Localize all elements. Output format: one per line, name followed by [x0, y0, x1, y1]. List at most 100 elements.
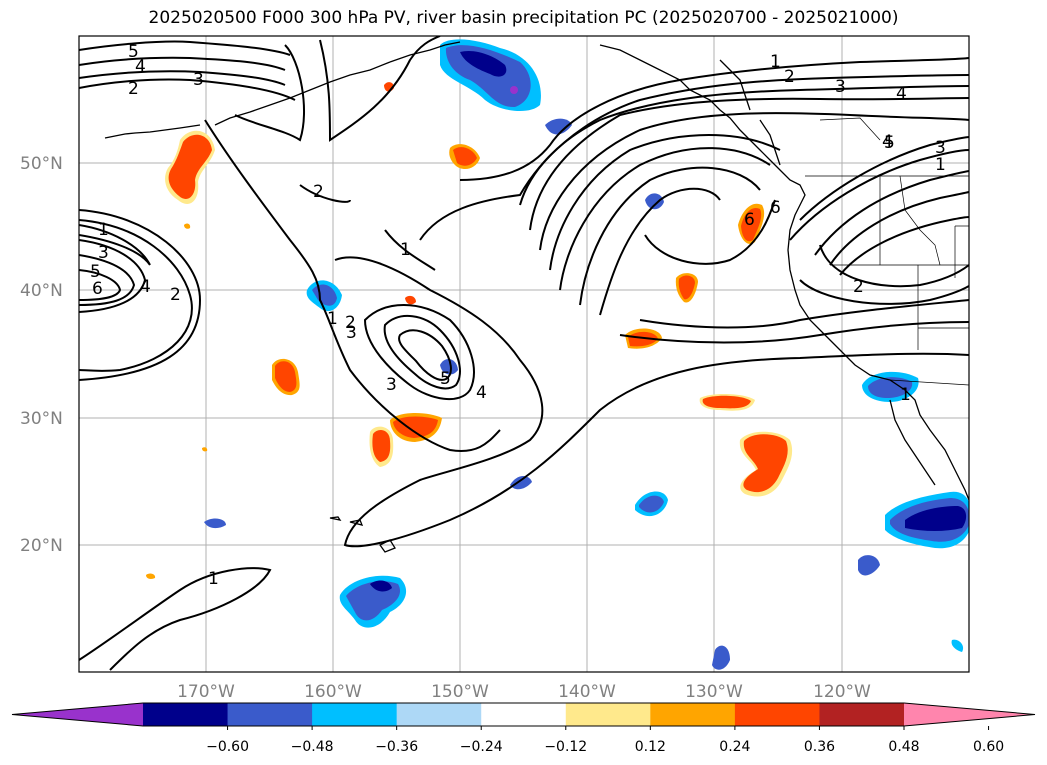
precip-blob [741, 207, 762, 242]
precip-blob [645, 193, 664, 210]
contour-label: 2 [170, 285, 181, 305]
coastline [349, 519, 364, 526]
lon-label: 130°W [685, 682, 743, 702]
precip-blob [702, 395, 751, 409]
lon-label: 170°W [177, 682, 235, 702]
contour-label: 3 [346, 323, 357, 343]
pv-contour [79, 224, 151, 266]
pv-contour [79, 56, 286, 71]
contour-label: 3 [386, 375, 397, 395]
pv-contour [579, 166, 761, 306]
precip-blob [393, 416, 438, 438]
pv-contour [559, 147, 771, 291]
precip-blob [440, 358, 458, 375]
colorbar-tick-label: −0.48 [291, 739, 334, 755]
lon-labels: 170°W 160°W 150°W 140°W 130°W 120°W [177, 682, 871, 702]
pv-contour [363, 304, 475, 401]
colorbar-tick-label: −0.24 [460, 739, 503, 755]
contour-label: 5 [90, 262, 101, 282]
coastline [379, 539, 396, 553]
pv-contour [529, 97, 969, 231]
lon-label: 160°W [304, 682, 362, 702]
contour-label: 1 [770, 52, 781, 72]
coastlines [104, 41, 969, 553]
colorbar-tick-label: 0.12 [635, 739, 666, 755]
contour-label: 1 [98, 220, 109, 240]
lat-labels: 50°N 40°N 30°N 20°N [20, 154, 63, 556]
contour-label: 5 [128, 42, 139, 62]
colorbar-segment [312, 703, 398, 726]
pv-contour [204, 119, 501, 452]
colorbar-segment [396, 703, 482, 726]
precip-shading [146, 39, 969, 670]
lat-label: 50°N [20, 154, 63, 174]
map-frame [78, 35, 970, 673]
pv-contour [79, 70, 286, 86]
pv-contour [799, 279, 969, 305]
precip-blob [275, 361, 297, 392]
contour-label: 6 [770, 198, 781, 218]
precip-blob [168, 134, 212, 199]
contour-label: 2 [345, 313, 356, 333]
pv-contour [299, 184, 351, 203]
colorbar: −0.60 −0.48 −0.36 −0.24 −0.12 0.12 0.24 0.36 0.4… [11, 702, 1036, 755]
precip-blob [743, 434, 788, 493]
lat-label: 30°N [20, 409, 63, 429]
contour-label: 5 [884, 133, 895, 153]
coastline [759, 119, 781, 166]
contour-label: 5 [440, 369, 451, 389]
colorbar-segment [565, 703, 651, 726]
contour-label: 4 [476, 383, 487, 403]
colorbar-segment [650, 703, 736, 726]
colorbar-tick-label: 0.48 [888, 739, 919, 755]
lat-label: 40°N [20, 281, 63, 301]
colorbar-segment [819, 703, 905, 726]
coastline [389, 41, 461, 63]
pv-contour [789, 149, 969, 241]
contour-label: 1 [327, 309, 338, 329]
contour-label: 2 [784, 67, 795, 87]
pv-contour [398, 329, 452, 381]
pv-contour [79, 219, 193, 372]
contour-label: 1 [400, 240, 411, 260]
pv-contour [599, 187, 721, 316]
colorbar-tick-label: −0.12 [544, 739, 587, 755]
precip-blob [510, 86, 518, 94]
contour-label: 4 [882, 132, 893, 152]
precip-blob [370, 580, 392, 592]
colorbar-segment [481, 703, 567, 726]
pv-contour [79, 78, 296, 101]
lat-label: 20°N [20, 536, 63, 556]
pv-contour [639, 299, 969, 329]
contour-label: 2 [128, 79, 139, 99]
coastline [599, 44, 969, 501]
precip-blob [460, 50, 507, 77]
pv-contour [319, 36, 441, 142]
pv-contour [334, 256, 969, 548]
colorbar-tick-label: 0.24 [719, 739, 750, 755]
contour-label: 6 [744, 210, 755, 230]
map-title: 2025020500 F000 300 hPa PV, river basin … [148, 8, 899, 28]
precip-blob [628, 331, 658, 347]
precip-blob [905, 506, 967, 531]
pv-contour [419, 74, 969, 241]
pv-contour [839, 216, 969, 276]
contour-label: 1 [208, 569, 219, 589]
map-area [79, 36, 969, 672]
pv-contours [79, 36, 969, 671]
colorbar-extend-min [12, 703, 143, 726]
pv-contour [79, 209, 202, 381]
precip-blob [146, 573, 156, 579]
pv-contour [384, 229, 436, 271]
borders [805, 117, 969, 386]
pv-contour [383, 314, 461, 390]
pv-contour [799, 136, 969, 221]
pv-contour [79, 40, 291, 56]
contour-label: 3 [193, 70, 204, 90]
contour-label: 4 [135, 57, 146, 77]
contour-label: 4 [896, 84, 907, 104]
pv-contour [644, 199, 776, 265]
contour-label: 4 [140, 277, 151, 297]
coastline [104, 124, 201, 139]
